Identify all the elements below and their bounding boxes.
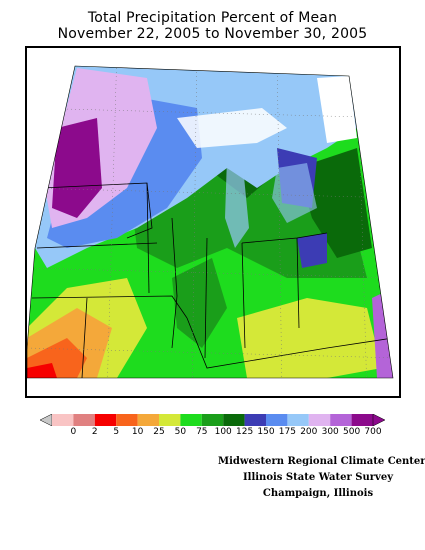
legend-swatch <box>116 414 138 426</box>
legend-arrow-right <box>372 414 385 426</box>
canada-blank <box>317 76 357 143</box>
credit-line-1: Midwestern Regional Climate Center <box>218 456 425 467</box>
legend-tick-label: 2 <box>91 427 98 437</box>
legend-tick-label: 200 <box>300 427 318 437</box>
legend-swatch <box>52 414 74 426</box>
legend-swatch <box>266 414 288 426</box>
legend-tick-label: 100 <box>214 427 232 437</box>
legend-tick-label: 25 <box>153 427 165 437</box>
lake-huron <box>272 163 317 223</box>
color-legend: 0 2 5 10 25 50 75 100 125 150 175 200 300 500 700 <box>40 414 385 444</box>
legend-tick-label: 10 <box>131 427 144 437</box>
projection-edge <box>27 65 394 379</box>
legend-tick-label: 125 <box>236 427 254 437</box>
legend-tick-label: 75 <box>196 427 208 437</box>
legend-swatch <box>201 414 224 426</box>
region-150-175-east <box>297 148 372 258</box>
credits: Midwestern Regional Climate Center Illin… <box>218 454 425 502</box>
legend-arrow-left <box>40 414 53 426</box>
legend-swatch <box>159 414 181 426</box>
legend-swatch <box>137 414 159 426</box>
legend-swatch <box>94 414 117 426</box>
legend-tick-label: 50 <box>174 427 187 437</box>
legend-tick-label: 700 <box>364 427 382 437</box>
legend-swatch <box>244 414 266 426</box>
region-75-100-east <box>237 298 382 378</box>
legend-swatch <box>73 414 95 426</box>
lake-superior <box>177 108 287 148</box>
region-175-200-ohio <box>297 233 327 268</box>
legend-tick-label: 5 <box>113 427 120 437</box>
credit-line-3: Champaign, Illinois <box>262 488 374 499</box>
legend-color-bar <box>40 414 385 426</box>
legend-tick-label: 175 <box>278 427 296 437</box>
map-canvas <box>27 65 394 379</box>
map-date-range: November 22, 2005 to November 30, 2005 <box>57 26 368 42</box>
lake-michigan <box>225 156 249 248</box>
legend-swatch <box>180 414 202 426</box>
legend-tick-label: 500 <box>343 427 361 437</box>
region-700-plus <box>52 118 102 218</box>
legend-swatch <box>308 414 331 426</box>
legend-swatch <box>287 414 309 426</box>
precipitation-map <box>25 46 401 398</box>
legend-swatch <box>223 414 245 426</box>
region-10-25 <box>27 363 57 378</box>
region-125-150-south <box>172 258 227 348</box>
legend-tick-label: 0 <box>70 427 77 437</box>
legend-tick-label: 150 <box>257 427 275 437</box>
state-boundaries <box>31 182 393 378</box>
legend-swatch <box>351 414 373 426</box>
credit-line-2: Illinois State Water Survey <box>242 472 394 483</box>
legend-tick-label: 300 <box>321 427 339 437</box>
map-title: Total Precipitation Percent of Mean <box>87 10 338 26</box>
legend-swatch <box>330 414 352 426</box>
